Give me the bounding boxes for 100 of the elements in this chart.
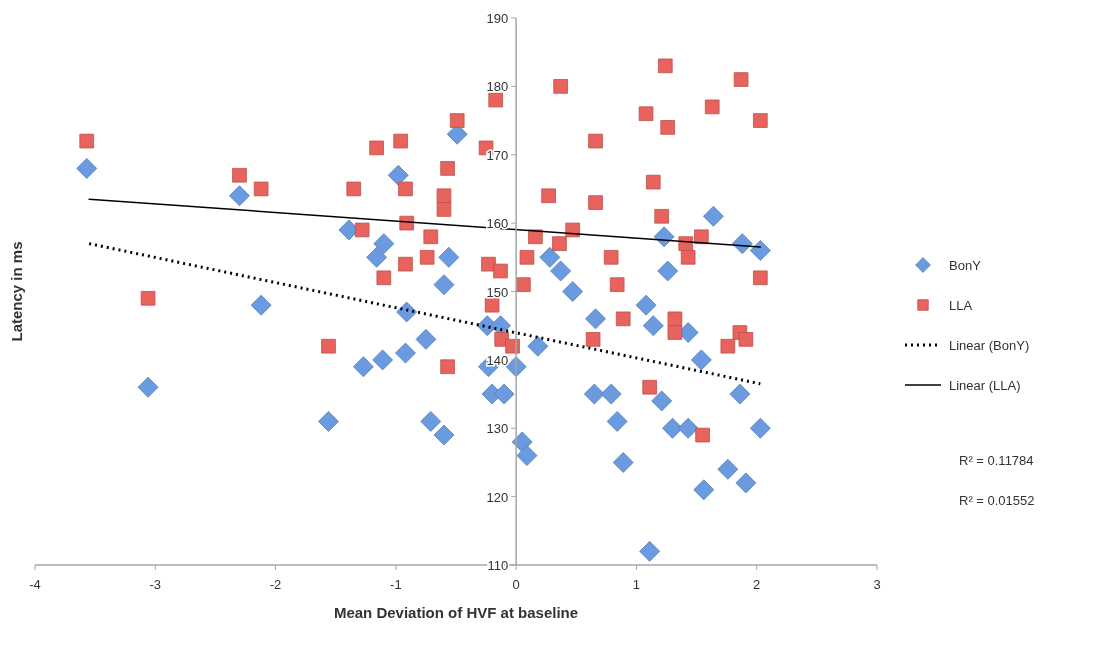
point: [550, 260, 572, 282]
point: [658, 58, 673, 74]
point: [415, 328, 437, 350]
point: [433, 274, 455, 296]
x-tick-label: -3: [149, 577, 162, 592]
point: [717, 458, 739, 480]
y-axis-title: Latency in ms: [8, 241, 25, 342]
x-tick-label: -4: [29, 577, 41, 592]
x-tick-label: -2: [269, 577, 282, 592]
point: [366, 246, 388, 268]
point: [667, 311, 683, 327]
point: [436, 188, 452, 204]
point: [481, 256, 496, 272]
point: [79, 133, 95, 149]
y-tick-label: 130: [486, 421, 509, 437]
point: [642, 315, 664, 337]
point: [749, 240, 771, 261]
point: [493, 263, 508, 279]
point: [420, 411, 442, 432]
point: [488, 92, 503, 108]
point: [585, 308, 606, 330]
point: [369, 140, 384, 156]
point: [552, 236, 567, 251]
point: [612, 452, 634, 473]
y-tick-label: 170: [486, 147, 509, 163]
point: [749, 417, 771, 439]
point: [695, 427, 710, 443]
point: [588, 133, 603, 149]
legend-label: LLA: [949, 298, 973, 313]
x-tick-label: 0: [512, 577, 520, 592]
point: [638, 106, 654, 122]
point: [562, 281, 584, 302]
point: [398, 256, 413, 272]
point: [318, 411, 339, 432]
point: [493, 383, 515, 405]
point: [354, 222, 370, 238]
point: [654, 209, 669, 224]
point: [505, 338, 520, 354]
point: [373, 233, 395, 255]
point: [704, 99, 720, 115]
x-tick-label: -1: [390, 577, 402, 592]
point: [720, 338, 736, 354]
text: R² = 0.11784: [959, 453, 1034, 468]
point: [583, 383, 605, 405]
point: [600, 383, 622, 405]
point: [729, 383, 751, 405]
point: [639, 540, 661, 562]
point: [753, 270, 768, 286]
point: [398, 181, 413, 197]
point: [440, 359, 455, 374]
point: [76, 158, 98, 179]
point: [232, 167, 247, 183]
point: [387, 164, 409, 186]
point: [137, 376, 159, 398]
point: [585, 332, 601, 347]
point: [519, 250, 535, 265]
point: [738, 332, 754, 347]
y-tick-label: 160: [486, 216, 509, 232]
point: [516, 277, 531, 292]
point: [693, 479, 715, 501]
legend-label: Linear (LLA): [949, 378, 1021, 393]
point: [753, 113, 768, 128]
point: [449, 113, 465, 128]
point: [433, 424, 455, 446]
point: [395, 342, 416, 364]
point: [436, 202, 452, 217]
point: [733, 72, 749, 87]
point: [541, 188, 556, 204]
point: [680, 250, 696, 265]
point: [516, 445, 538, 466]
x-tick-label: 3: [873, 577, 881, 592]
x-tick-label: 2: [753, 577, 761, 592]
point: [396, 301, 418, 323]
point: [484, 297, 500, 313]
point: [539, 246, 561, 268]
x-axis-title: Mean Deviation of HVF at baseline: [333, 604, 579, 621]
point: [645, 174, 661, 190]
point: [588, 195, 603, 210]
point: [642, 379, 657, 395]
point: [372, 349, 394, 371]
point: [703, 205, 724, 227]
point: [603, 250, 619, 265]
point: [677, 417, 699, 439]
point: [419, 250, 435, 265]
text: R² = 0.01552: [959, 493, 1035, 508]
point: [651, 390, 673, 412]
point: [657, 260, 679, 282]
y-tick-label: 180: [486, 79, 509, 95]
point: [660, 120, 675, 135]
point: [440, 161, 455, 176]
y-tick-label: 110: [487, 558, 509, 573]
point: [376, 270, 392, 286]
y-tick-label: 150: [486, 284, 509, 300]
point: [438, 246, 460, 268]
point: [393, 133, 408, 149]
point: [667, 325, 683, 340]
x-tick-label: 1: [632, 577, 641, 592]
point: [690, 349, 712, 371]
point: [346, 181, 362, 197]
point: [527, 335, 549, 357]
